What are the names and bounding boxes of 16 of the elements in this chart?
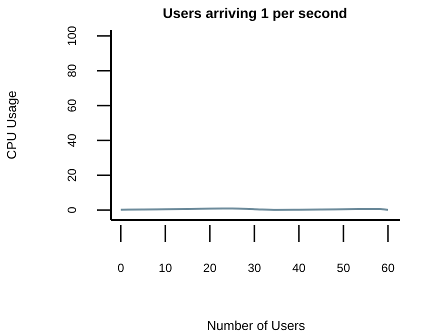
y-tick-label: 60 [65,98,79,112]
chart-title: Users arriving 1 per second [162,5,348,21]
y-tick-label: 0 [65,206,79,214]
x-tick-label: 20 [203,261,217,275]
y-tick-label: 100 [65,26,79,46]
y-tick-label: 20 [65,168,79,182]
y-tick-label: 40 [65,133,79,148]
x-axis-title: Number of Users [206,318,306,333]
y-axis-title: CPU Usage [4,90,19,160]
x-tick-label: 40 [292,261,306,275]
x-tick-label: 10 [158,261,172,275]
y-tick-label: 80 [65,64,79,78]
x-tick-label: 30 [248,261,262,275]
x-tick-label: 0 [117,261,124,275]
x-tick-label: 50 [336,261,350,275]
x-tick-label: 60 [381,261,395,275]
